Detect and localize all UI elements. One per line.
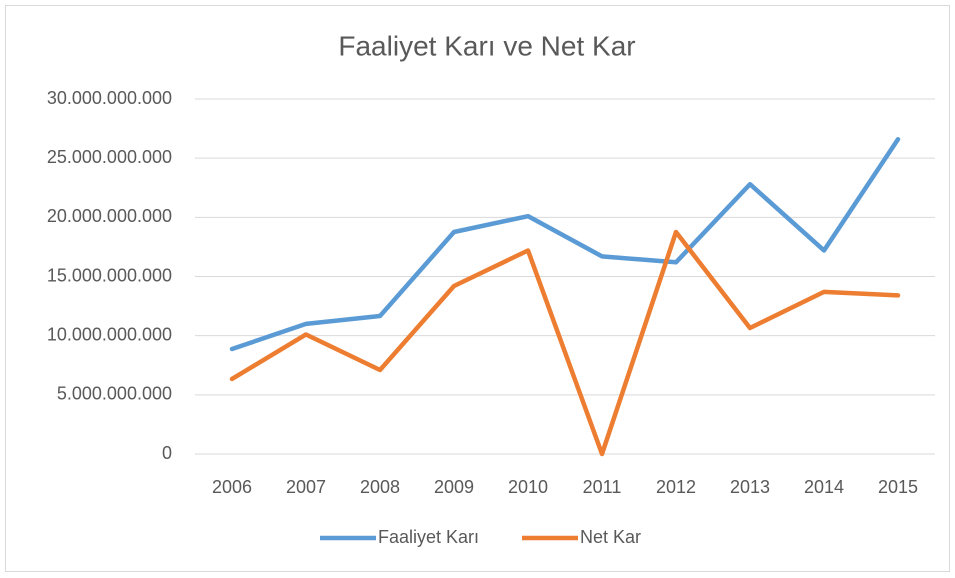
y-tick-label: 20.000.000.000 bbox=[47, 206, 172, 226]
x-tick-label: 2012 bbox=[656, 477, 696, 497]
x-tick-label: 2009 bbox=[434, 477, 474, 497]
y-tick-label: 0 bbox=[162, 443, 172, 463]
chart-border bbox=[5, 5, 950, 572]
x-tick-label: 2010 bbox=[508, 477, 548, 497]
legend-label: Net Kar bbox=[580, 527, 641, 547]
y-tick-label: 25.000.000.000 bbox=[47, 147, 172, 167]
legend-label: Faaliyet Karı bbox=[378, 527, 479, 547]
x-tick-label: 2011 bbox=[583, 477, 622, 497]
x-tick-label: 2013 bbox=[730, 477, 770, 497]
x-tick-label: 2006 bbox=[212, 477, 252, 497]
y-tick-label: 15.000.000.000 bbox=[47, 265, 172, 285]
series-line bbox=[229, 229, 901, 457]
chart-title: Faaliyet Karı ve Net Kar bbox=[338, 30, 635, 61]
x-tick-label: 2015 bbox=[878, 477, 918, 497]
y-tick-label: 5.000.000.000 bbox=[57, 384, 172, 404]
y-tick-label: 30.000.000.000 bbox=[47, 88, 172, 108]
y-tick-label: 10.000.000.000 bbox=[47, 324, 172, 344]
series-line bbox=[229, 136, 901, 352]
x-tick-label: 2008 bbox=[360, 477, 400, 497]
x-tick-label: 2007 bbox=[286, 477, 326, 497]
x-tick-label: 2014 bbox=[804, 477, 844, 497]
